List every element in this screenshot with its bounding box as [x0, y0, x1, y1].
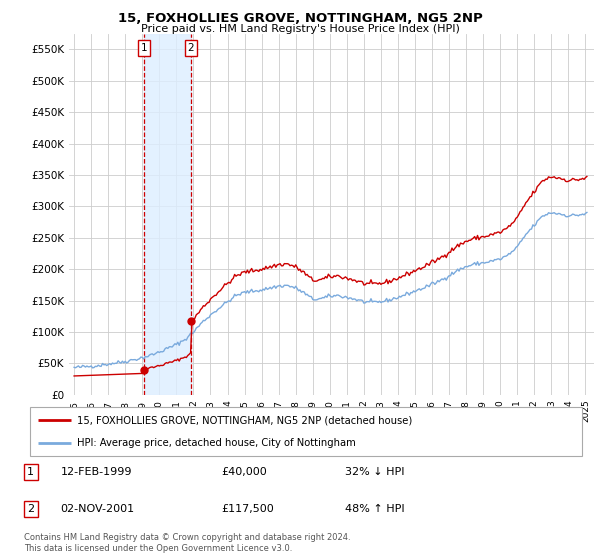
Text: 2: 2	[27, 504, 34, 514]
Text: 02-NOV-2001: 02-NOV-2001	[61, 504, 135, 514]
Text: 15, FOXHOLLIES GROVE, NOTTINGHAM, NG5 2NP: 15, FOXHOLLIES GROVE, NOTTINGHAM, NG5 2N…	[118, 12, 482, 25]
Text: 1: 1	[27, 467, 34, 477]
Text: 2: 2	[187, 43, 194, 53]
Text: 32% ↓ HPI: 32% ↓ HPI	[346, 467, 405, 477]
Bar	[145, 34, 191, 395]
Text: HPI: Average price, detached house, City of Nottingham: HPI: Average price, detached house, City…	[77, 438, 356, 448]
Text: £40,000: £40,000	[221, 467, 267, 477]
Text: Price paid vs. HM Land Registry's House Price Index (HPI): Price paid vs. HM Land Registry's House …	[140, 24, 460, 34]
Text: £117,500: £117,500	[221, 504, 274, 514]
Text: 1: 1	[141, 43, 148, 53]
FancyBboxPatch shape	[30, 407, 582, 456]
Text: Contains HM Land Registry data © Crown copyright and database right 2024.
This d: Contains HM Land Registry data © Crown c…	[24, 533, 350, 553]
Text: 48% ↑ HPI: 48% ↑ HPI	[346, 504, 405, 514]
Text: 15, FOXHOLLIES GROVE, NOTTINGHAM, NG5 2NP (detached house): 15, FOXHOLLIES GROVE, NOTTINGHAM, NG5 2N…	[77, 416, 412, 426]
Text: 12-FEB-1999: 12-FEB-1999	[61, 467, 132, 477]
